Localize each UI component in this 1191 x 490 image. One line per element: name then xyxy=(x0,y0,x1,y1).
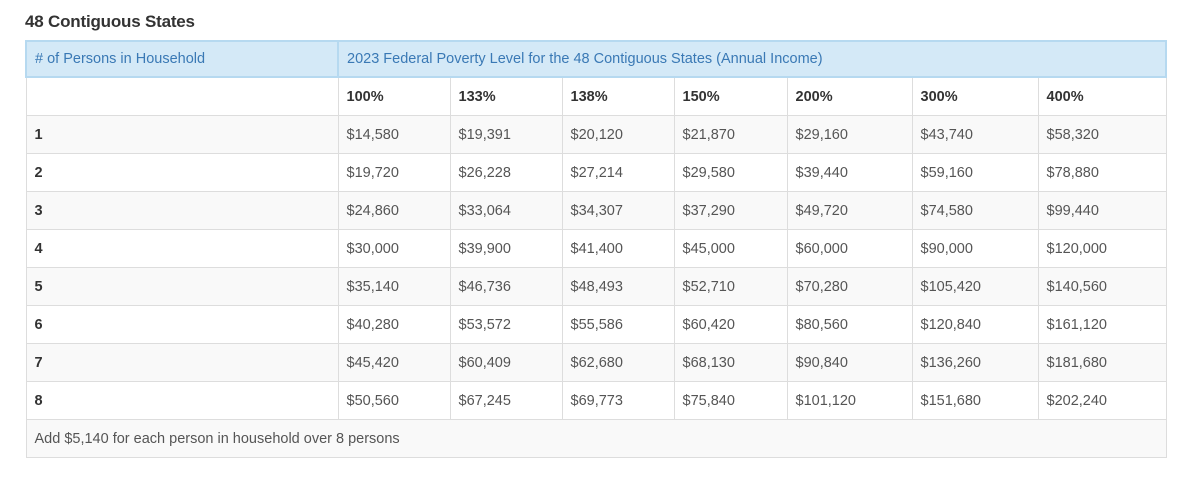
income-cell: $80,560 xyxy=(786,305,913,344)
percent-header-row: 100% 133% 138% 150% 200% 300% 400% xyxy=(25,76,1167,116)
income-cell: $34,307 xyxy=(561,191,675,230)
table-row: 3 $24,860 $33,064 $34,307 $37,290 $49,720 $74,… xyxy=(25,191,1167,230)
income-cell: $68,130 xyxy=(673,343,788,382)
income-cell: $49,720 xyxy=(786,191,913,230)
table-row: 7 $45,420 $60,409 $62,680 $68,130 $90,840 $136… xyxy=(25,343,1167,382)
income-cell: $202,240 xyxy=(1037,381,1167,420)
income-cell: $43,740 xyxy=(911,115,1039,154)
header-persons: # of Persons in Household xyxy=(25,40,339,78)
income-cell: $55,586 xyxy=(561,305,675,344)
section-title: 48 Contiguous States xyxy=(25,12,195,31)
household-size-cell: 1 xyxy=(25,115,339,154)
footer-note: Add $5,140 for each person in household … xyxy=(25,419,1167,458)
income-cell: $60,420 xyxy=(673,305,788,344)
percent-header: 200% xyxy=(786,76,913,116)
income-cell: $53,572 xyxy=(449,305,563,344)
income-cell: $181,680 xyxy=(1037,343,1167,382)
household-size-cell: 3 xyxy=(25,191,339,230)
income-cell: $50,560 xyxy=(337,381,451,420)
table-row: 1 $14,580 $19,391 $20,120 $21,870 $29,160 $43,… xyxy=(25,115,1167,154)
income-cell: $35,140 xyxy=(337,267,451,306)
income-cell: $40,280 xyxy=(337,305,451,344)
income-cell: $78,880 xyxy=(1037,153,1167,192)
poverty-level-table: # of Persons in Household 2023 Federal P… xyxy=(25,40,1168,458)
income-cell: $70,280 xyxy=(786,267,913,306)
household-size-cell: 8 xyxy=(25,381,339,420)
income-cell: $30,000 xyxy=(337,229,451,268)
income-cell: $59,160 xyxy=(911,153,1039,192)
income-cell: $58,320 xyxy=(1037,115,1167,154)
income-cell: $120,000 xyxy=(1037,229,1167,268)
income-cell: $21,870 xyxy=(673,115,788,154)
income-cell: $27,214 xyxy=(561,153,675,192)
household-size-cell: 6 xyxy=(25,305,339,344)
income-cell: $161,120 xyxy=(1037,305,1167,344)
household-size-cell: 5 xyxy=(25,267,339,306)
percent-header: 150% xyxy=(673,76,788,116)
income-cell: $62,680 xyxy=(561,343,675,382)
income-cell: $105,420 xyxy=(911,267,1039,306)
income-cell: $140,560 xyxy=(1037,267,1167,306)
table-footer-row: Add $5,140 for each person in household … xyxy=(25,419,1167,458)
income-cell: $45,000 xyxy=(673,229,788,268)
percent-header: 100% xyxy=(337,76,451,116)
income-cell: $41,400 xyxy=(561,229,675,268)
income-cell: $20,120 xyxy=(561,115,675,154)
income-cell: $75,840 xyxy=(673,381,788,420)
income-cell: $39,440 xyxy=(786,153,913,192)
income-cell: $90,000 xyxy=(911,229,1039,268)
income-cell: $45,420 xyxy=(337,343,451,382)
income-cell: $74,580 xyxy=(911,191,1039,230)
table-header-row: # of Persons in Household 2023 Federal P… xyxy=(25,40,1168,78)
income-cell: $37,290 xyxy=(673,191,788,230)
income-cell: $52,710 xyxy=(673,267,788,306)
income-cell: $67,245 xyxy=(449,381,563,420)
table-row: 5 $35,140 $46,736 $48,493 $52,710 $70,280 $105… xyxy=(25,267,1167,306)
income-cell: $99,440 xyxy=(1037,191,1167,230)
income-cell: $48,493 xyxy=(561,267,675,306)
income-cell: $19,391 xyxy=(449,115,563,154)
income-cell: $39,900 xyxy=(449,229,563,268)
income-cell: $90,840 xyxy=(786,343,913,382)
income-cell: $24,860 xyxy=(337,191,451,230)
income-cell: $29,160 xyxy=(786,115,913,154)
income-cell: $14,580 xyxy=(337,115,451,154)
income-cell: $120,840 xyxy=(911,305,1039,344)
income-cell: $60,409 xyxy=(449,343,563,382)
table-body: # of Persons in Household 2023 Federal P… xyxy=(25,40,1168,458)
household-size-cell: 4 xyxy=(25,229,339,268)
percent-header: 400% xyxy=(1037,76,1167,116)
income-cell: $19,720 xyxy=(337,153,451,192)
income-cell: $69,773 xyxy=(561,381,675,420)
income-cell: $33,064 xyxy=(449,191,563,230)
income-cell: $136,260 xyxy=(911,343,1039,382)
table-row: 2 $19,720 $26,228 $27,214 $29,580 $39,440 $59,… xyxy=(25,153,1167,192)
income-cell: $151,680 xyxy=(911,381,1039,420)
income-cell: $26,228 xyxy=(449,153,563,192)
income-cell: $29,580 xyxy=(673,153,788,192)
table-row: 8 $50,560 $67,245 $69,773 $75,840 $101,120 $15… xyxy=(25,381,1167,420)
percent-header: 300% xyxy=(911,76,1039,116)
household-size-cell: 2 xyxy=(25,153,339,192)
household-size-cell: 7 xyxy=(25,343,339,382)
income-cell: $101,120 xyxy=(786,381,913,420)
income-cell: $60,000 xyxy=(786,229,913,268)
income-cell: $46,736 xyxy=(449,267,563,306)
table-row: 4 $30,000 $39,900 $41,400 $45,000 $60,000 $90,… xyxy=(25,229,1167,268)
percent-header-blank xyxy=(25,76,339,116)
table-row: 6 $40,280 $53,572 $55,586 $60,420 $80,560 $120… xyxy=(25,305,1167,344)
percent-header: 133% xyxy=(449,76,563,116)
header-caption: 2023 Federal Poverty Level for the 48 Co… xyxy=(336,40,1168,78)
percent-header: 138% xyxy=(561,76,675,116)
